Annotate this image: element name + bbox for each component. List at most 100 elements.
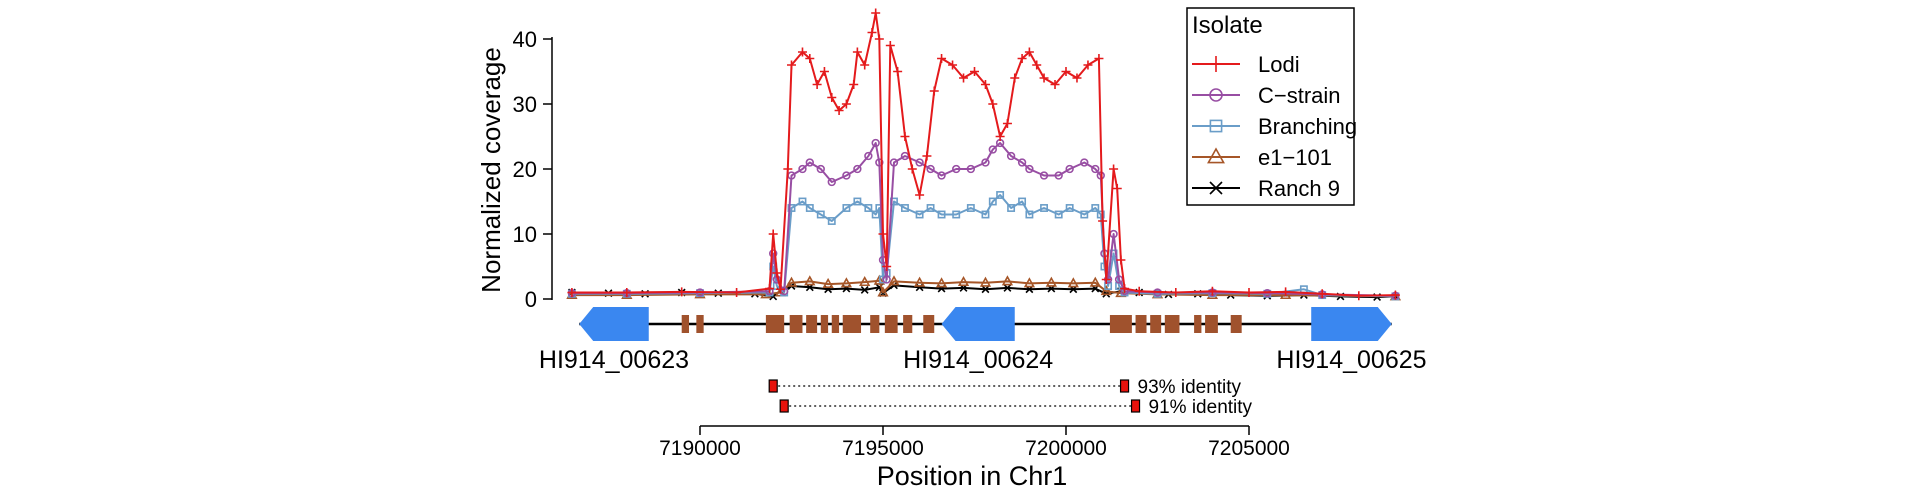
data-point [1006,151,1016,161]
legend-entry: Branching [1192,114,1357,139]
data-point [805,54,815,63]
data-point [867,28,877,37]
y-tick-label: 0 [525,287,537,312]
data-point [805,158,814,167]
data-point [1080,158,1089,167]
data-point [937,171,946,180]
data-point [772,268,782,278]
legend-label: e1−101 [1258,145,1332,170]
data-point [915,283,924,292]
data-point [1067,277,1079,288]
data-point [783,164,793,174]
data-point [966,204,975,212]
data-point [842,204,851,212]
x-axis: 7190000 7195000 7200000 7205000 Position in… [659,425,1290,491]
data-point [937,210,946,219]
data-point [864,204,873,212]
data-point [882,262,892,271]
legend-label: Lodi [1258,52,1300,77]
data-point [864,151,873,161]
data-point [1023,277,1036,288]
series-line [571,12,1396,297]
data-point [1061,67,1071,76]
data-point [980,80,990,89]
data-point [1171,288,1181,297]
repeat-block [903,315,913,333]
data-point [957,275,970,287]
data-point [937,54,947,63]
data-point [819,67,829,76]
data-point [1024,47,1034,57]
data-point [1209,88,1223,102]
data-point [877,286,889,297]
data-point [1065,164,1074,174]
y-tick-label: 40 [513,27,537,52]
duplication-marker [768,379,778,393]
data-point [1116,255,1126,265]
data-point [1120,284,1130,294]
data-point [981,158,990,167]
data-point [768,229,778,239]
data-point [1390,290,1400,300]
series-line [571,194,1396,298]
series-line [571,142,1396,297]
gene-track: HI914_00623 HI914_00624 HI914_00625 [539,307,1427,374]
data-point [1025,164,1034,174]
data-point [900,132,910,141]
data-point [860,60,870,70]
data-point [935,277,948,288]
data-point [860,285,869,294]
series-+ [567,8,1400,301]
data-point [988,145,997,154]
repeat-block [820,315,829,333]
legend-entry: e1−101 [1192,145,1332,170]
repeat-block [923,315,935,333]
data-point [1096,210,1105,219]
data-point [995,132,1005,141]
data-point [798,197,807,206]
data-point [871,138,880,148]
legend: Isolate Lodi C−strain Branching e1−101 Ranch… [1186,7,1357,206]
data-point [776,284,786,294]
identity-label: 93% identity [1138,377,1242,398]
data-point [787,204,796,212]
legend-entry: C−strain [1192,83,1341,108]
data-point [1207,147,1225,164]
data-point [1209,119,1223,133]
data-point [840,277,853,288]
data-point [873,274,885,285]
data-point [1317,289,1327,299]
legend-label: Ranch 9 [1258,176,1340,201]
data-point [804,275,816,286]
data-point [1007,204,1016,212]
data-point [816,164,825,174]
y-tick-label: 20 [513,157,537,182]
data-point [1017,158,1027,167]
data-point [827,177,836,187]
data-point [1001,275,1014,286]
data-point [852,47,862,57]
data-point [769,249,778,258]
legend-title: Isolate [1192,12,1263,39]
repeat-block [765,315,785,333]
y-tick-label: 30 [513,92,537,117]
data-point [1017,54,1027,63]
data-point [827,93,837,102]
data-point [1101,275,1111,284]
data-point [874,34,884,44]
x-tick-label: 7205000 [1208,437,1290,460]
data-point [1091,164,1100,174]
data-point [901,204,909,212]
gene-label: HI914_00625 [1276,346,1426,374]
repeat-block [1205,315,1218,333]
repeat-block [1230,315,1242,333]
repeat-block [681,315,690,333]
data-point [1065,204,1074,212]
data-point [812,80,822,89]
repeat-block [1194,315,1202,333]
y-axis: 0 10 20 30 40 Normalized coverage [476,27,553,312]
data-point [1094,54,1104,63]
data-point [842,171,851,180]
